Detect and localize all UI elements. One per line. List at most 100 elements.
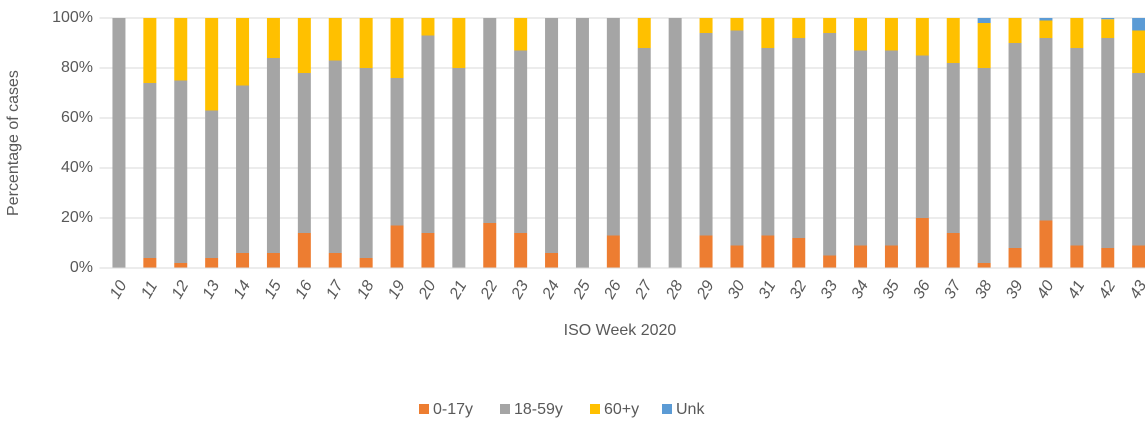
bar-segment (1132, 18, 1145, 31)
x-tick-label: 41 (1065, 278, 1089, 302)
bar-segment (730, 245, 744, 268)
bar-segment (174, 18, 188, 81)
x-tick-label: 24 (539, 278, 563, 303)
bar-segment (699, 33, 713, 236)
bar-segment (1008, 248, 1022, 268)
bar-segment (606, 18, 620, 236)
bar-segment (761, 235, 775, 268)
bar-segment (1132, 30, 1145, 73)
x-tick-label: 22 (477, 278, 501, 303)
x-tick-label: 38 (972, 278, 996, 302)
legend-label: 0-17y (433, 401, 473, 418)
bar-segment (421, 35, 435, 233)
bar-segment (143, 83, 157, 258)
bar-segment (884, 245, 898, 268)
x-tick-label: 18 (354, 278, 378, 302)
x-tick-label: 40 (1034, 278, 1058, 302)
bar-segment (297, 73, 311, 233)
bar-segment (606, 235, 620, 268)
bar-segment (143, 18, 157, 83)
bar-segment (328, 253, 342, 268)
bar-segment (421, 233, 435, 268)
x-tick-label: 27 (632, 277, 657, 303)
x-tick-label: 14 (230, 278, 254, 302)
bar-segment (328, 60, 342, 253)
bar-segment (946, 63, 960, 233)
legend-swatch (662, 404, 672, 414)
bar-segment (421, 18, 435, 36)
x-tick-label: 37 (941, 277, 965, 302)
x-tick-label: 33 (818, 278, 842, 302)
legend-label: 18-59y (514, 401, 563, 418)
bar-segment (1039, 18, 1053, 21)
bar-segment (514, 50, 528, 233)
bar-segment (514, 18, 528, 51)
x-tick-label: 32 (787, 278, 811, 302)
legend-label: 60+y (604, 401, 639, 418)
bar-segment (483, 18, 497, 223)
bar-segment (761, 18, 775, 48)
x-tick-label: 36 (910, 278, 934, 302)
bar-segment (266, 253, 280, 268)
x-tick-label: 10 (107, 278, 131, 302)
bar-segment (1039, 220, 1053, 268)
bar-segment (730, 18, 744, 31)
y-tick-label: 80% (61, 59, 93, 76)
bar-segment (297, 18, 311, 73)
bar-segment (1101, 248, 1115, 268)
bar-segment (112, 18, 126, 268)
bar-segment (575, 18, 589, 268)
y-tick-label: 100% (52, 9, 93, 26)
x-tick-label: 23 (508, 278, 532, 303)
bar-segment (946, 18, 960, 63)
bar-segment (730, 30, 744, 246)
bar-segment (668, 18, 682, 268)
bar-segment (792, 38, 806, 238)
y-tick-label: 60% (61, 109, 93, 126)
legend-swatch (419, 404, 429, 414)
x-tick-label: 17 (323, 277, 347, 302)
bar-segment (854, 50, 868, 246)
bar-segment (1008, 18, 1022, 43)
bar-segment (452, 18, 466, 68)
x-tick-label: 35 (879, 278, 903, 302)
bar-segment (545, 18, 559, 253)
bar-segment (390, 225, 404, 268)
x-tick-label: 26 (601, 278, 625, 303)
x-tick-label: 29 (693, 278, 717, 303)
bar-segment (915, 18, 929, 56)
legend-swatch (590, 404, 600, 414)
y-tick-label: 0% (70, 259, 93, 276)
bar-segment (1070, 245, 1084, 268)
bar-segment (699, 235, 713, 268)
bar-segment (823, 18, 837, 33)
bar-segment (359, 18, 373, 68)
x-tick-label: 12 (169, 278, 193, 302)
legend-label: Unk (676, 401, 705, 418)
x-tick-label: 16 (292, 278, 316, 302)
x-tick-label: 11 (138, 278, 161, 301)
bar-segment (236, 85, 250, 253)
x-tick-label: 20 (415, 278, 439, 303)
bar-segment (915, 55, 929, 218)
bar-segment (915, 218, 929, 268)
bar-segment (1008, 43, 1022, 248)
x-tick-label: 15 (261, 278, 285, 302)
bar-segment (390, 78, 404, 226)
bar-segment (143, 258, 157, 268)
bar-segment (854, 18, 868, 51)
bar-segment (977, 68, 991, 263)
bar-segment (452, 68, 466, 268)
bar-segment (792, 18, 806, 38)
x-tick-label: 25 (570, 278, 594, 303)
bar-segment (977, 18, 991, 23)
y-tick-label: 40% (61, 159, 93, 176)
bar-segment (1132, 73, 1145, 246)
x-tick-label: 43 (1127, 278, 1145, 302)
bar-segment (390, 18, 404, 78)
bar-segment (761, 48, 775, 236)
y-axis-label: Percentage of cases (5, 70, 22, 216)
bar-segment (977, 23, 991, 68)
bar-segment (823, 255, 837, 268)
